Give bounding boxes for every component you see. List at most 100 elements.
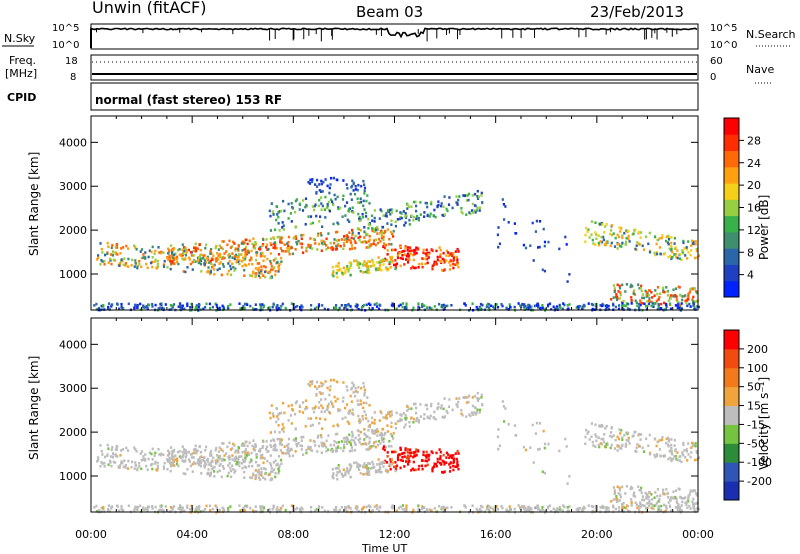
echo-cell: [280, 209, 283, 213]
echo-cell: [630, 501, 633, 504]
echo-cell: [697, 254, 701, 257]
echo-cell: [621, 302, 624, 305]
echo-cell: [191, 268, 194, 271]
echo-cell: [637, 432, 641, 436]
echo-cell: [140, 458, 143, 462]
echo-cell: [416, 416, 419, 420]
echo-cell: [462, 396, 465, 399]
echo-cell: [147, 255, 150, 259]
echo-cell: [324, 195, 327, 199]
echo-cell: [320, 398, 323, 401]
echo-cell: [181, 248, 184, 252]
echo-cell: [209, 508, 212, 512]
echo-cell: [118, 509, 121, 513]
echo-cell: [380, 436, 383, 440]
echo-cell: [259, 505, 262, 508]
echo-cell: [347, 208, 351, 211]
echo-cell: [394, 450, 397, 454]
echo-cell: [362, 465, 365, 468]
echo-cell: [287, 235, 291, 239]
echo-cell: [637, 303, 641, 306]
echo-cell: [454, 250, 457, 253]
echo-cell: [183, 448, 186, 451]
echo-cell: [111, 254, 115, 257]
echo-cell: [140, 450, 144, 453]
echo-cell: [209, 269, 213, 273]
echo-cell: [534, 230, 537, 233]
echo-cell: [671, 250, 674, 254]
echo-cell: [368, 260, 371, 263]
echo-cell: [309, 178, 312, 182]
echo-cell: [693, 305, 696, 308]
echo-cell: [114, 246, 117, 249]
echo-cell: [688, 291, 691, 294]
echo-cell: [304, 407, 307, 411]
echo-cell: [691, 500, 694, 503]
echo-cell: [383, 231, 386, 235]
echo-cell: [151, 507, 154, 510]
echo-cell: [146, 266, 149, 270]
echo-cell: [436, 255, 439, 259]
echo-cell: [388, 464, 391, 468]
echo-cell: [212, 264, 215, 268]
echo-cell: [276, 304, 279, 307]
echo-cell: [191, 462, 194, 466]
echo-cell: [594, 302, 597, 306]
echo-cell: [221, 457, 225, 461]
echo-cell: [477, 195, 480, 199]
echo-cell: [180, 306, 183, 310]
echo-cell: [280, 438, 283, 441]
echo-cell: [318, 198, 321, 202]
echo-cell: [673, 455, 676, 458]
echo-cell: [363, 442, 366, 446]
echo-cell: [656, 286, 660, 289]
echo-cell: [619, 230, 622, 233]
echo-cell: [378, 470, 381, 473]
echo-cell: [555, 305, 559, 308]
echo-cell: [229, 505, 232, 508]
echo-cell: [406, 261, 410, 264]
echo-cell: [667, 234, 670, 238]
echo-cell: [284, 306, 287, 310]
colorbar-swatch: [724, 231, 739, 249]
echo-cell: [372, 239, 376, 242]
echo-cell: [302, 233, 305, 237]
echo-cell: [207, 471, 210, 475]
echo-cell: [323, 241, 326, 244]
echo-cell: [261, 251, 264, 255]
echo-cell: [270, 202, 273, 205]
echo-cell: [248, 259, 251, 262]
echo-cell: [235, 462, 238, 466]
echo-cell: [659, 454, 662, 458]
echo-cell: [401, 254, 404, 257]
echo-cell: [140, 256, 143, 260]
echo-cell: [353, 394, 357, 398]
echo-cell: [396, 458, 400, 462]
echo-cell: [415, 448, 418, 451]
echo-cell: [145, 464, 148, 468]
echo-cell: [151, 505, 154, 508]
echo-cell: [664, 510, 667, 513]
echo-cell: [177, 305, 180, 308]
echo-cell: [665, 488, 668, 491]
echo-cell: [305, 246, 308, 250]
echo-cell: [639, 505, 642, 509]
echo-cell: [410, 214, 413, 217]
echo-cell: [367, 425, 370, 428]
echo-cell: [403, 224, 406, 227]
echo-cell: [485, 305, 488, 309]
echo-cell: [307, 382, 310, 386]
echo-cell: [406, 249, 409, 252]
echo-cell: [651, 498, 654, 501]
echo-cell: [334, 432, 338, 436]
echo-cell: [363, 208, 366, 211]
echo-cell: [554, 307, 557, 310]
echo-cell: [439, 455, 442, 458]
echo-cell: [426, 261, 429, 265]
echo-cell: [433, 260, 436, 264]
echo-cell: [426, 407, 429, 411]
echo-cell: [610, 500, 613, 503]
colorbar-swatch: [724, 462, 739, 482]
echo-cell: [231, 454, 234, 457]
echo-cell: [305, 448, 308, 452]
